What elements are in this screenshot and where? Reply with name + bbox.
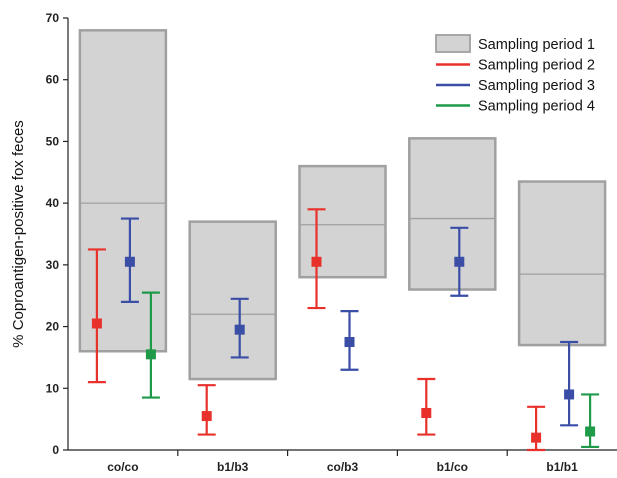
data-point <box>201 411 212 422</box>
legend-label: Sampling period 4 <box>478 99 595 115</box>
legend: Sampling period 1 Sampling period 2 Sampli… <box>435 34 595 115</box>
x-tick-label: co/b3 <box>327 460 359 474</box>
box-range <box>517 180 607 347</box>
y-axis-label: % Coproantigen-positive fox feces <box>10 120 27 348</box>
data-point <box>145 349 156 360</box>
data-point <box>311 256 322 267</box>
x-tick-label: b1/b3 <box>217 460 249 474</box>
box-range <box>188 220 277 381</box>
box-range <box>408 137 497 291</box>
y-tick-label: 10 <box>46 381 60 395</box>
y-tick-label: 50 <box>46 134 60 148</box>
y-tick-label: 40 <box>46 196 60 210</box>
legend-label: Sampling period 3 <box>478 78 595 94</box>
x-tick-label: b1/co <box>437 460 468 474</box>
data-point <box>421 407 432 418</box>
x-tick-label: b1/b1 <box>546 460 578 474</box>
data-point <box>91 318 102 329</box>
boxes-layer <box>78 29 607 381</box>
x-tick-label: co/co <box>107 460 138 474</box>
y-tick-label: 30 <box>46 258 60 272</box>
series-layer <box>87 208 600 452</box>
box-range <box>78 29 168 353</box>
y-tick-label: 20 <box>46 320 60 334</box>
legend-label: Sampling period 2 <box>478 58 595 74</box>
labels-layer: 0 10 20 30 40 50 60 70 co/co b1/b3 co/b3 b1/co b1/b1 <box>46 11 578 474</box>
y-tick-label: 0 <box>52 443 59 457</box>
axes-layer <box>63 17 617 456</box>
y-tick-label: 70 <box>46 11 60 25</box>
data-point <box>585 426 596 437</box>
data-point <box>124 256 135 267</box>
y-tick-label: 60 <box>46 73 60 87</box>
legend-swatch <box>435 34 471 53</box>
data-point <box>564 389 575 400</box>
data-point <box>531 432 542 443</box>
data-point <box>234 324 245 335</box>
legend-label: Sampling period 1 <box>478 37 595 53</box>
data-point <box>344 337 355 347</box>
data-point <box>454 256 465 267</box>
